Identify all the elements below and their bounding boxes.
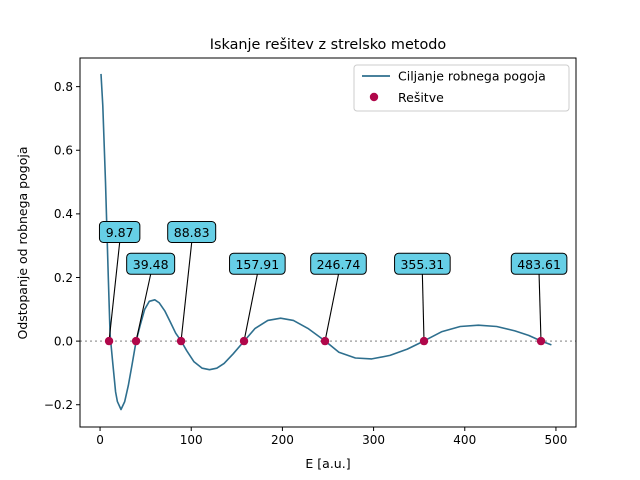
y-tick-label: 0.2	[54, 271, 73, 285]
annotation-label: 9.87	[106, 225, 134, 240]
solution-point	[104, 336, 114, 346]
annotation-arrow	[243, 274, 258, 342]
y-tick-label: 0.4	[54, 207, 73, 221]
y-tick-label: 0.0	[54, 334, 73, 348]
y-axis-label: Odstopanje od robnega pogoja	[15, 147, 30, 340]
annotation-arrow	[324, 274, 340, 342]
legend-point-swatch	[369, 92, 379, 102]
annotation-label: 483.61	[517, 257, 561, 272]
x-tick-label: 300	[362, 433, 385, 447]
annotation-box	[510, 252, 568, 275]
legend: Ciljanje robnega pogoja Rešitve	[353, 64, 570, 112]
annotation-box	[394, 252, 451, 275]
annotation-label: 355.31	[400, 257, 444, 272]
annotation-arrow	[421, 274, 425, 342]
legend-label-ciljanje: Ciljanje robnega pogoja	[398, 69, 546, 84]
x-tick-label: 400	[453, 433, 476, 447]
x-tick-label: 200	[271, 433, 294, 447]
annotation-box	[229, 252, 286, 275]
x-tick-label: 500	[544, 433, 567, 447]
annotation-label: 39.48	[133, 257, 169, 272]
annotation-arrow	[180, 242, 193, 342]
annotation-label: 157.91	[235, 257, 279, 272]
x-tick-label: 100	[180, 433, 203, 447]
y-tick-label: 0.6	[54, 144, 73, 158]
legend-frame	[353, 64, 570, 112]
solution-point	[320, 336, 330, 346]
axes-frame	[79, 57, 577, 428]
annotation-box	[126, 252, 176, 275]
annotation-arrow	[135, 274, 152, 342]
solution-point	[419, 336, 429, 346]
legend-label-resitve: Rešitve	[398, 90, 444, 105]
solution-point	[239, 336, 249, 346]
annotation-box	[167, 221, 217, 243]
y-tick-label: 0.8	[54, 80, 73, 94]
solution-point	[131, 336, 141, 346]
x-tick-label: 0	[96, 433, 104, 447]
x-axis-label: E [a.u.]	[305, 456, 350, 471]
annotation-box	[310, 252, 367, 275]
annotation-label: 246.74	[317, 257, 361, 272]
chart-title: Iskanje rešitev z strelsko metodo	[210, 37, 447, 53]
annotation-arrow	[538, 274, 542, 342]
annotation-box	[98, 221, 141, 243]
solution-point	[536, 336, 546, 346]
annotation-label: 88.83	[174, 225, 210, 240]
y-tick-label: −0.2	[44, 398, 73, 412]
plot-area: 9.87 39.48 88.83 157.91 246.74 355.31 483.61 0 1…	[44, 57, 577, 447]
solution-point	[176, 336, 186, 346]
annotation-arrow	[108, 242, 121, 342]
